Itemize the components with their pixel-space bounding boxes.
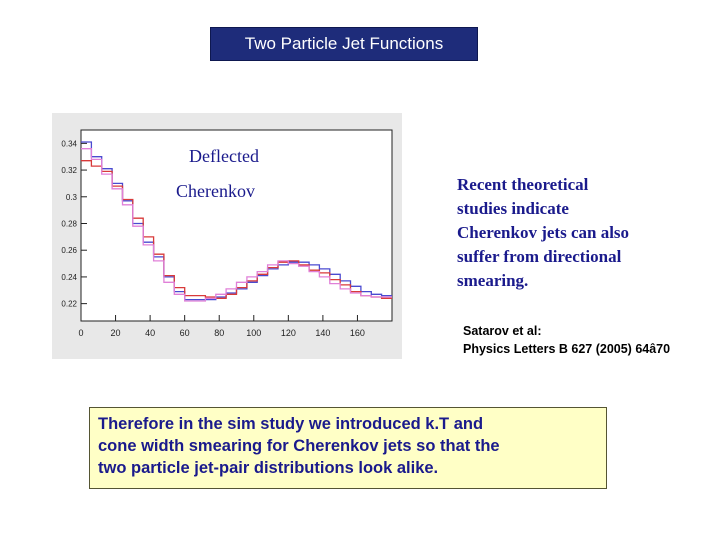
deflected-label: Deflected	[189, 146, 259, 166]
x-tick-label: 0	[78, 328, 83, 338]
note-line: smearing.	[457, 271, 529, 290]
series-layer	[81, 141, 392, 302]
conclusion-line: two particle jet-pair distributions look…	[98, 459, 439, 477]
conclusion-box: Therefore in the sim study we introduced…	[89, 407, 607, 489]
x-tick-label: 120	[281, 328, 296, 338]
citation-line: Physics Letters B 627 (2005) 64â70	[463, 342, 671, 356]
citation-line: Satarov et al:	[463, 324, 542, 338]
x-tick-label: 100	[246, 328, 261, 338]
note-line: studies indicate	[457, 199, 569, 218]
histogram-series-line	[81, 148, 392, 302]
x-tick-label: 160	[350, 328, 365, 338]
y-tick-label: 0.32	[61, 166, 77, 175]
slide-title: Two Particle Jet Functions	[210, 27, 478, 61]
y-tick-label: 0.28	[61, 219, 77, 228]
x-tick-label: 140	[315, 328, 330, 338]
x-axis: 0 20 40 60 80 100 120 140 160	[78, 315, 365, 338]
histogram-panel: 0 20 40 60 80 100 120 140 160 0.22 0.24 0.26 0.28 0.…	[52, 113, 402, 359]
y-tick-label: 0.26	[61, 246, 77, 255]
conclusion-line: Therefore in the sim study we introduced…	[98, 415, 484, 433]
y-tick-label: 0.24	[61, 273, 77, 282]
note-line: Recent theoretical	[457, 175, 589, 194]
histogram-chart: 0 20 40 60 80 100 120 140 160 0.220.240.260.280.…	[61, 129, 393, 338]
note-line: Cherenkov jets can also	[457, 223, 630, 242]
cherenkov-label: Cherenkov	[176, 181, 255, 201]
theory-note: Recent theoretical studies indicate Cher…	[457, 173, 697, 293]
x-tick-label: 60	[180, 328, 190, 338]
note-line: suffer from directional	[457, 247, 622, 266]
y-tick-label: 0.3	[66, 193, 78, 202]
y-tick-label: 0.22	[61, 300, 77, 309]
conclusion-line: cone width smearing for Cherenkov jets s…	[98, 437, 500, 455]
x-tick-label: 80	[214, 328, 224, 338]
y-tick-label: 0.34	[61, 139, 77, 148]
citation: Satarov et al: Physics Letters B 627 (20…	[463, 322, 670, 358]
y-axis: 0.22 0.24 0.26 0.28 0.3 0.32 0.34	[61, 139, 87, 309]
x-tick-label: 40	[145, 328, 155, 338]
x-tick-label: 20	[111, 328, 121, 338]
